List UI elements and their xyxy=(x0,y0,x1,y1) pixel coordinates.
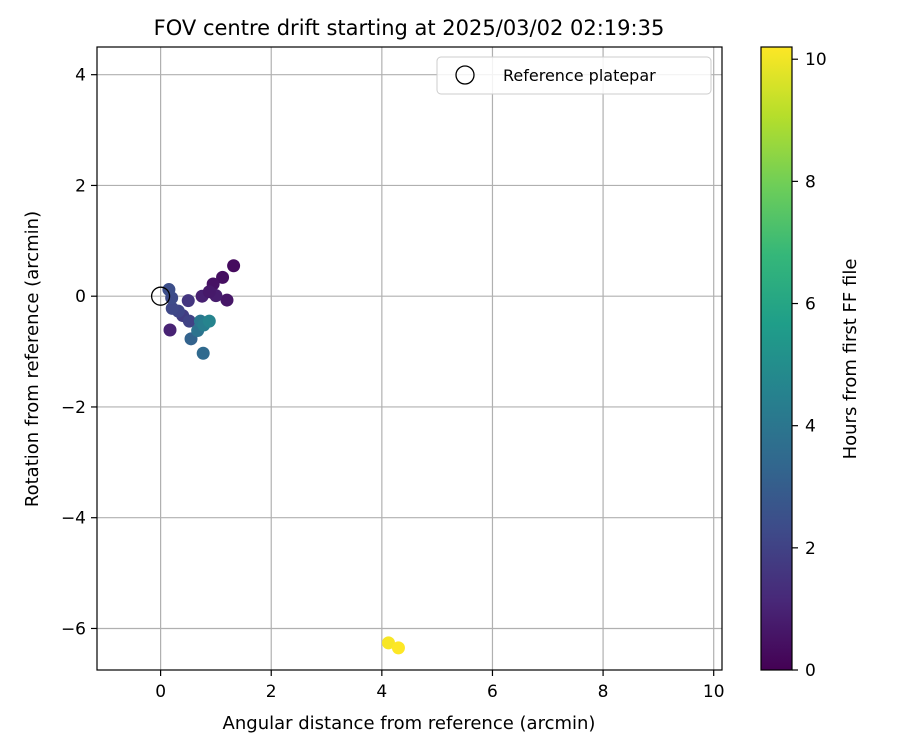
y-tick-label: −4 xyxy=(61,509,86,529)
data-point xyxy=(220,293,234,307)
colorbar-frame xyxy=(760,46,793,671)
x-tick-label: 2 xyxy=(266,682,277,702)
colorbar-gradient xyxy=(761,47,792,670)
grid-lines xyxy=(97,47,722,670)
data-point xyxy=(227,259,241,273)
y-tick-label: −2 xyxy=(61,398,86,418)
data-point xyxy=(216,270,230,284)
chart-title: FOV centre drift starting at 2025/03/02 … xyxy=(154,16,665,40)
x-tick-label: 10 xyxy=(703,682,725,702)
colorbar-tick-label: 2 xyxy=(805,539,816,559)
legend-label: Reference platepar xyxy=(503,66,656,85)
x-tick-label: 8 xyxy=(598,682,609,702)
colorbar-ticks: 0 2 4 6 8 10 xyxy=(792,50,827,681)
y-tick-label: 0 xyxy=(75,287,86,307)
data-point xyxy=(181,294,195,308)
y-axis-ticks: −6 −4 −2 0 2 4 xyxy=(61,66,97,639)
colorbar-tick-label: 0 xyxy=(805,661,816,681)
data-points xyxy=(162,259,405,655)
colorbar-label: Hours from first FF file xyxy=(840,259,861,460)
data-point xyxy=(182,314,196,328)
colorbar-tick-label: 4 xyxy=(805,417,816,437)
colorbar-tick-label: 10 xyxy=(805,50,827,70)
data-point xyxy=(162,283,176,297)
data-point xyxy=(163,323,177,337)
data-point xyxy=(196,346,210,360)
x-axis-label: Angular distance from reference (arcmin) xyxy=(223,713,596,734)
data-point xyxy=(381,636,395,650)
reference-marker-group xyxy=(150,286,171,306)
y-tick-label: 4 xyxy=(75,66,86,86)
colorbar-tick-label: 8 xyxy=(805,172,816,192)
legend-reference-marker xyxy=(455,65,475,85)
y-tick-label: −6 xyxy=(61,619,86,639)
y-tick-label: 2 xyxy=(75,176,86,196)
reference-platepar-marker xyxy=(150,286,171,306)
data-point xyxy=(391,641,405,655)
data-point xyxy=(202,285,216,299)
x-axis-ticks: 0 2 4 6 8 10 xyxy=(155,670,725,702)
colorbar: 0 2 4 6 8 10 Hours from first FF file xyxy=(760,46,861,681)
plot-frame xyxy=(96,46,723,671)
x-tick-label: 6 xyxy=(487,682,498,702)
data-point xyxy=(165,301,179,315)
colorbar-tick-label: 6 xyxy=(805,295,816,315)
y-axis-label: Rotation from reference (arcmin) xyxy=(22,211,43,507)
x-tick-label: 0 xyxy=(155,682,166,702)
legend-box xyxy=(436,56,712,95)
legend: Reference platepar xyxy=(436,56,712,95)
data-point xyxy=(202,314,216,328)
x-tick-label: 4 xyxy=(376,682,387,702)
